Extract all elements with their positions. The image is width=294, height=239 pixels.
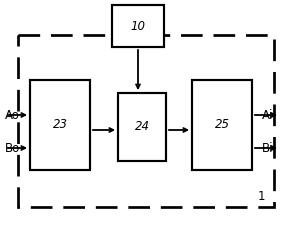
Text: 10: 10 — [131, 20, 146, 33]
Text: 1: 1 — [258, 190, 265, 202]
Text: Bo: Bo — [5, 141, 20, 154]
Bar — [118, 93, 166, 161]
Bar — [112, 5, 164, 47]
Text: 25: 25 — [215, 119, 230, 131]
Bar — [18, 35, 274, 207]
Text: Ai: Ai — [262, 109, 273, 121]
Text: Bi: Bi — [262, 141, 273, 154]
Text: 24: 24 — [134, 120, 150, 134]
Text: Ao: Ao — [5, 109, 20, 121]
Text: 23: 23 — [53, 119, 68, 131]
Bar — [30, 80, 90, 170]
Bar — [192, 80, 252, 170]
